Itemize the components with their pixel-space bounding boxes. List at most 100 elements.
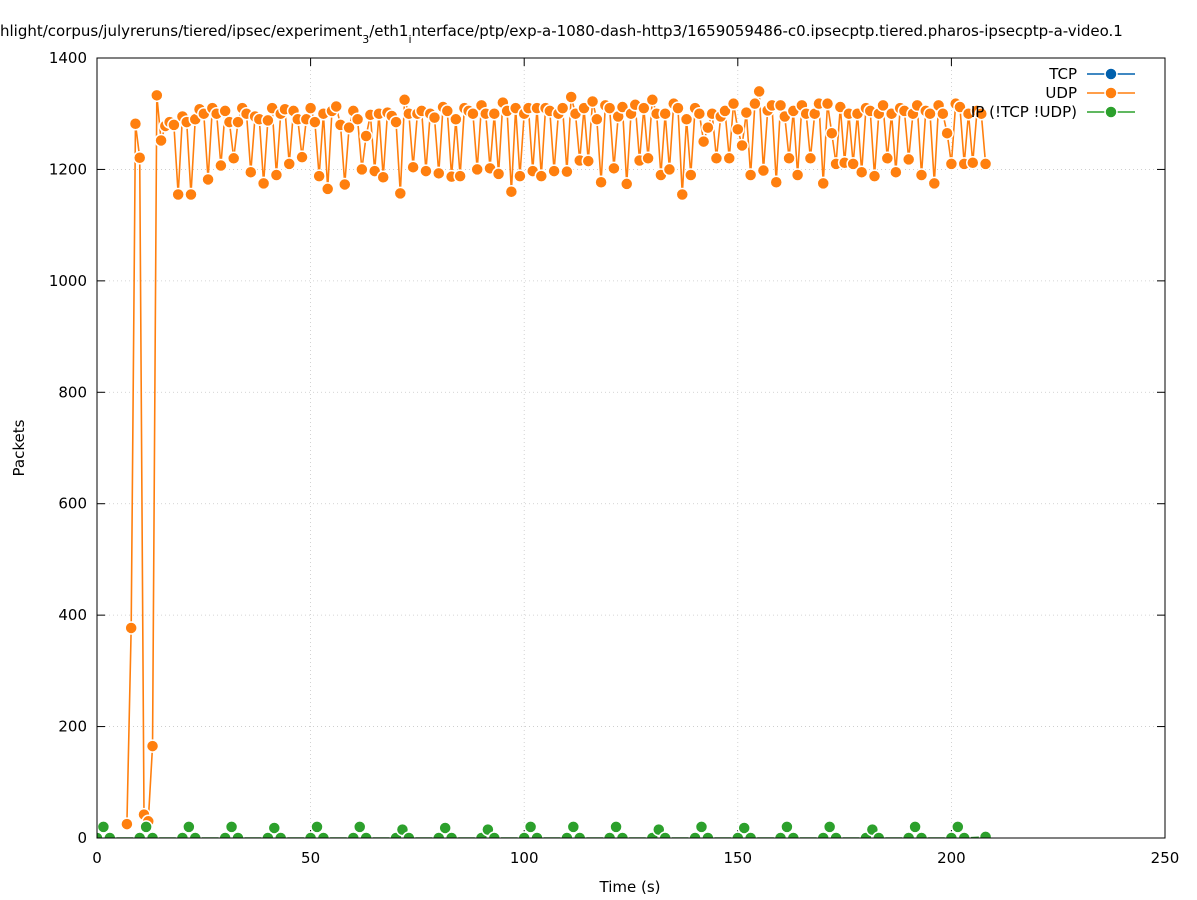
data-point (547, 164, 561, 178)
data-point (737, 821, 751, 835)
data-point (769, 175, 783, 189)
data-point (825, 126, 839, 140)
data-point (966, 155, 980, 170)
data-point (585, 94, 600, 109)
data-point (145, 831, 160, 838)
data-point (282, 157, 296, 171)
data-point (402, 831, 416, 838)
title-part: /eth1 (369, 22, 408, 40)
data-point (564, 90, 578, 104)
data-point (696, 134, 711, 149)
data-point (530, 831, 544, 838)
data-point (175, 831, 190, 838)
data-point (867, 169, 882, 183)
legend-label: IP (!TCP !UDP) (971, 103, 1077, 121)
data-point (829, 831, 843, 838)
data-point (694, 820, 709, 834)
data-point (692, 106, 707, 121)
data-point (303, 101, 318, 115)
data-point (718, 104, 732, 118)
data-point (607, 161, 621, 176)
data-point (231, 831, 245, 838)
data-point (182, 820, 196, 834)
data-point (310, 820, 324, 834)
data-point (555, 101, 570, 115)
data-point (154, 133, 168, 148)
data-point (726, 96, 741, 111)
data-point (974, 106, 989, 121)
data-point (444, 831, 459, 838)
data-point (820, 96, 835, 111)
x-tick-label: 100 (510, 849, 539, 867)
data-point (901, 152, 916, 167)
data-point (662, 162, 677, 177)
data-point (923, 106, 937, 121)
y-tick-label: 400 (58, 606, 87, 624)
x-tick-label: 200 (937, 849, 966, 867)
data-point (609, 820, 623, 834)
data-point (773, 98, 788, 113)
data-point (231, 115, 245, 129)
data-point (226, 151, 241, 166)
data-point (359, 129, 373, 143)
data-point (619, 177, 634, 191)
data-point (675, 187, 690, 202)
data-point (466, 106, 480, 121)
data-point (816, 176, 830, 191)
y-tick-label: 1200 (49, 160, 87, 178)
data-point (150, 88, 164, 103)
data-point (218, 831, 232, 838)
data-point (671, 101, 685, 115)
data-point (329, 99, 343, 114)
plot-area (97, 84, 993, 838)
data-point (523, 820, 538, 834)
data-point (927, 176, 942, 191)
data-point (951, 820, 965, 834)
data-point (743, 831, 758, 838)
title-subscript: 3 (362, 33, 369, 46)
data-point (128, 116, 143, 131)
data-point (470, 162, 484, 177)
data-point (773, 831, 788, 838)
data-point (739, 105, 754, 120)
data-point (171, 187, 185, 202)
data-point (438, 821, 452, 835)
data-point (566, 820, 581, 834)
data-point (449, 112, 463, 127)
data-point (684, 168, 698, 182)
data-point (581, 154, 596, 168)
data-point (267, 821, 282, 835)
data-point (940, 126, 954, 140)
data-point (273, 831, 288, 838)
data-point (782, 151, 796, 166)
data-point (120, 817, 134, 831)
data-point (846, 157, 860, 171)
legend-marker (1104, 105, 1118, 119)
data-point (432, 166, 446, 181)
data-point (453, 169, 467, 183)
data-point (701, 831, 715, 838)
data-point (214, 158, 228, 173)
data-point (786, 831, 801, 838)
data-point (534, 169, 549, 183)
legend-marker (1104, 86, 1118, 100)
data-point (338, 177, 352, 192)
data-point (342, 120, 356, 135)
legend-label: TCP (1048, 65, 1077, 83)
data-point (679, 112, 694, 127)
data-point (615, 831, 630, 838)
data-point (901, 831, 916, 838)
data-point (218, 104, 232, 118)
data-point (350, 112, 365, 127)
data-point (224, 820, 239, 834)
chart-title: hlight/corpus/julyreruns/tiered/ipsec/ex… (0, 22, 1123, 46)
data-point (602, 101, 617, 115)
title-subscript: i (408, 33, 411, 46)
data-point (201, 172, 215, 187)
data-point (184, 187, 198, 202)
data-point (803, 151, 818, 166)
y-tick-label: 1400 (49, 49, 87, 67)
data-point (908, 820, 922, 834)
